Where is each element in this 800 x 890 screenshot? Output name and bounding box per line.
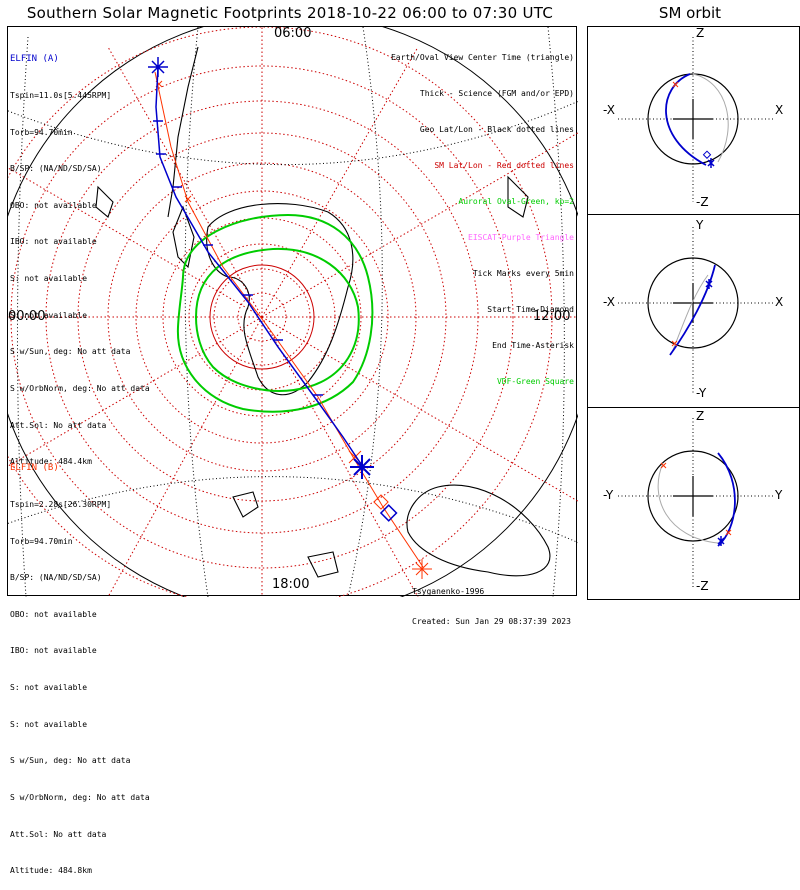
footprint-map bbox=[7, 26, 578, 597]
sm-lon-grid bbox=[8, 27, 578, 597]
probe-b-line: S: not available bbox=[10, 683, 88, 693]
panel3-label-left: -Y bbox=[603, 488, 614, 502]
probe-b-name: ELFIN (B) bbox=[10, 463, 59, 474]
panel2-label-right: X bbox=[775, 295, 784, 309]
probe-a-line: B/SP: (NA/ND/SD/SA) bbox=[10, 164, 102, 174]
map-svg bbox=[8, 27, 578, 597]
created-timestamp: Created: Sun Jan 29 08:37:39 2023 bbox=[412, 617, 571, 626]
probe-a-line: OBO: not available bbox=[10, 200, 97, 210]
legend-item: SM Lat/Lon - Red dotted lines bbox=[434, 161, 574, 170]
island-coast-2 bbox=[232, 491, 259, 518]
panel2-label-left: -X bbox=[603, 295, 615, 309]
orbit-panel-xz bbox=[587, 26, 800, 215]
orbit-panel-xy bbox=[587, 214, 800, 408]
panel1-label-bottom: -Z bbox=[696, 195, 709, 209]
legend-item: Thick - Science (FGM and/or EPD) bbox=[419, 89, 574, 98]
probe-b-line: OBO: not available bbox=[10, 609, 97, 619]
orbit-panel-title: SM orbit bbox=[658, 4, 722, 22]
probe-b-line: B/SP: (NA/ND/SD/SA) bbox=[10, 573, 102, 583]
panel3-label-top: Z bbox=[696, 409, 705, 423]
probe-a-track bbox=[148, 57, 398, 522]
probe-a-start-asterisk bbox=[148, 57, 168, 77]
probe-a-line: IBO: not available bbox=[10, 237, 97, 247]
legend-item: Earth/Oval View Center Time (triangle) bbox=[390, 53, 574, 62]
island-coast-1 bbox=[507, 175, 529, 218]
island-coast-4 bbox=[95, 185, 114, 218]
probe-b-line: Torb=94.70min bbox=[10, 536, 73, 546]
legend-item: Geo Lat/Lon - Black dotted lines bbox=[419, 125, 574, 134]
credit: Tsyganenko-1996 Created: Sun Jan 29 08:3… bbox=[412, 567, 571, 637]
probe-a-line: S: not available bbox=[10, 274, 88, 284]
panel1-label-left: -X bbox=[603, 103, 615, 117]
time-label-top: 06:00 bbox=[274, 26, 312, 41]
orbit-panel-yz-svg bbox=[618, 418, 773, 588]
panel2-label-bottom: -Y bbox=[696, 386, 707, 400]
legend-item: Tick Marks every 5min bbox=[472, 269, 574, 278]
probe-b-line: Altitude: 484.8km bbox=[10, 866, 92, 876]
probe-b-line: S w/Sun, deg: No att data bbox=[10, 756, 131, 766]
orbit-panel-xy-svg bbox=[618, 227, 773, 393]
panel1-label-right: X bbox=[775, 103, 784, 117]
panel3-label-bottom: -Z bbox=[696, 579, 709, 593]
australia-coast bbox=[406, 484, 551, 577]
south-america-coast bbox=[167, 46, 199, 218]
probe-a-line: S w/Sun, deg: No att data bbox=[10, 347, 131, 357]
auroral-oval-inner bbox=[194, 247, 360, 392]
legend-item: Start Time-Diamond bbox=[487, 305, 574, 314]
probe-a-line: Tspin=11.0s[5.445RPM] bbox=[10, 91, 112, 101]
probe-a-name: ELFIN (A) bbox=[10, 54, 59, 65]
legend-item: VDF-Green Square bbox=[496, 377, 574, 386]
probe-b-line: Att.Sol: No att data bbox=[10, 829, 107, 839]
probe-a-line: Torb=94.70min bbox=[10, 127, 73, 137]
legend-item: EISCAT-Purple Triangle bbox=[468, 233, 574, 242]
panel2-label-top: Y bbox=[696, 218, 704, 232]
probe-a-diamond bbox=[379, 504, 398, 522]
probe-b-line: Tspin=2.28s[26.30RPM] bbox=[10, 500, 112, 510]
panel1-label-top: Z bbox=[696, 26, 705, 40]
chart-title: Southern Solar Magnetic Footprints 2018-… bbox=[26, 4, 554, 22]
panel3-label-right: Y bbox=[775, 488, 783, 502]
map-legend: Earth/Oval View Center Time (triangle) T… bbox=[391, 28, 574, 400]
probe-b-line: S w/OrbNorm, deg: No att data bbox=[10, 792, 150, 802]
sm-pole-circle bbox=[209, 264, 315, 370]
time-label-left: 00:00 bbox=[8, 309, 46, 324]
probe-a-info: ELFIN (A) Tspin=11.0s[5.445RPM] Torb=94.… bbox=[10, 29, 150, 481]
probe-b-end-asterisk bbox=[412, 559, 432, 579]
auroral-oval-outer bbox=[176, 213, 374, 413]
probe-b-line: S: not available bbox=[10, 719, 88, 729]
island-coast-3 bbox=[307, 551, 339, 578]
orbit-panel-yz bbox=[587, 407, 800, 600]
legend-item: Auroral Oval-Green, kp=2 bbox=[458, 197, 574, 206]
auroral-oval bbox=[176, 213, 374, 413]
time-label-right: 12:00 bbox=[533, 309, 571, 324]
time-label-bottom: 18:00 bbox=[272, 577, 310, 592]
peninsula-coast bbox=[172, 205, 195, 269]
probe-b-info: ELFIN (B) Tspin=2.28s[26.30RPM] Torb=94.… bbox=[10, 438, 150, 890]
probe-a-line: Att.Sol: No att data bbox=[10, 420, 107, 430]
orbit-panel-xz-svg bbox=[618, 37, 773, 202]
probe-a-line: Altitude: 484.4km bbox=[10, 457, 92, 467]
probe-a-line: S: not available bbox=[10, 310, 88, 320]
probe-a-line: S w/OrbNorm, deg: No att data bbox=[10, 383, 150, 393]
probe-b-track bbox=[154, 71, 432, 579]
legend-item: End Time-Asterisk bbox=[492, 341, 574, 350]
geo-grid bbox=[8, 27, 578, 597]
probe-a-end-asterisk bbox=[350, 455, 374, 479]
model-name: Tsyganenko-1996 bbox=[412, 587, 485, 596]
probe-b-start-diamond bbox=[373, 494, 389, 510]
probe-b-line: IBO: not available bbox=[10, 646, 97, 656]
